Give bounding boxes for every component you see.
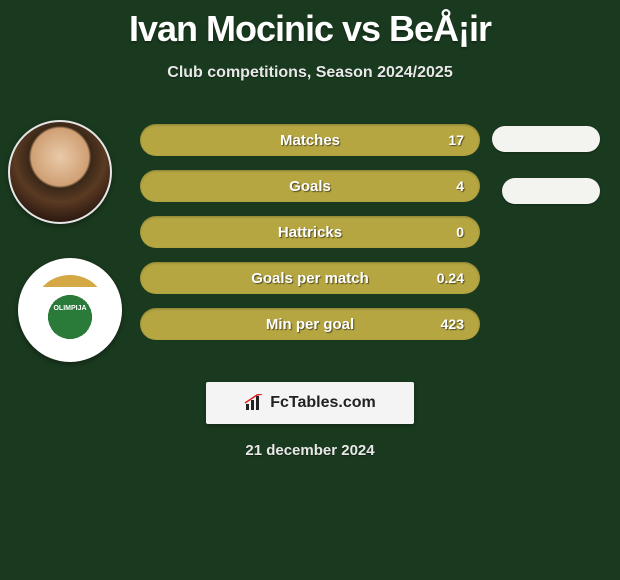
empty-pill-2 bbox=[502, 178, 600, 204]
page-title: Ivan Mocinic vs BeÅ¡ir bbox=[0, 0, 620, 50]
stat-value: 0.24 bbox=[437, 270, 464, 286]
stat-bar-hattricks: Hattricks 0 bbox=[140, 216, 480, 248]
stat-bars: Matches 17 Goals 4 Hattricks 0 Goals per… bbox=[140, 124, 480, 354]
stat-label: Goals per match bbox=[251, 270, 369, 287]
stat-value: 423 bbox=[441, 316, 464, 332]
stat-label: Matches bbox=[280, 132, 340, 149]
team-avatar bbox=[18, 258, 122, 362]
stat-value: 0 bbox=[456, 224, 464, 240]
brand-text: FcTables.com bbox=[270, 394, 376, 412]
date-text: 21 december 2024 bbox=[0, 442, 620, 459]
subtitle: Club competitions, Season 2024/2025 bbox=[0, 64, 620, 82]
stat-label: Hattricks bbox=[278, 224, 342, 241]
brand-logo[interactable]: FcTables.com bbox=[206, 382, 414, 424]
stat-value: 17 bbox=[448, 132, 464, 148]
empty-pill-1 bbox=[492, 126, 600, 152]
stat-label: Goals bbox=[289, 178, 331, 195]
player-avatar bbox=[8, 120, 112, 224]
team-crest-icon bbox=[35, 275, 105, 345]
chart-icon bbox=[244, 394, 264, 412]
stat-bar-goals: Goals 4 bbox=[140, 170, 480, 202]
stat-bar-min-per-goal: Min per goal 423 bbox=[140, 308, 480, 340]
stats-area: Matches 17 Goals 4 Hattricks 0 Goals per… bbox=[0, 124, 620, 364]
stat-label: Min per goal bbox=[266, 316, 354, 333]
stat-bar-goals-per-match: Goals per match 0.24 bbox=[140, 262, 480, 294]
stat-value: 4 bbox=[456, 178, 464, 194]
stat-bar-matches: Matches 17 bbox=[140, 124, 480, 156]
